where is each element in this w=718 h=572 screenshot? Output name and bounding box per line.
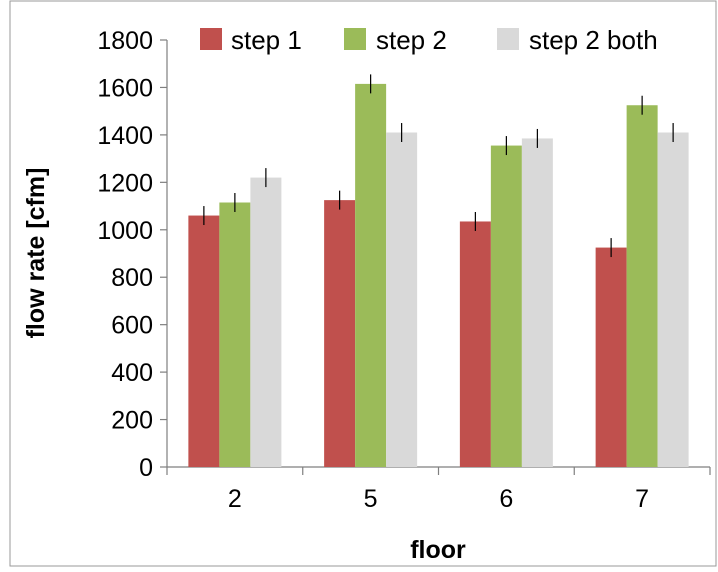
- y-tick-label: 1600: [97, 74, 153, 102]
- y-tick-label: 1200: [97, 169, 153, 197]
- legend-label-step-2: step 2: [376, 25, 447, 55]
- y-axis-label: flow rate [cfm]: [22, 168, 50, 339]
- bar-step-1-floor-7: [595, 247, 627, 467]
- bar-step-2-both-floor-2: [250, 177, 282, 468]
- legend-label-step-2-both: step 2 both: [529, 25, 658, 55]
- y-tick-label: 0: [139, 454, 153, 482]
- bar-step-2-both-floor-6: [521, 138, 553, 468]
- bar-step-2-floor-6: [490, 145, 522, 467]
- legend-swatch-step-2-both: [497, 28, 519, 50]
- bar-step-1-floor-6: [459, 221, 491, 467]
- y-tick-label: 400: [111, 359, 153, 387]
- y-tick-label: 200: [111, 407, 153, 435]
- legend-label-step-1: step 1: [231, 25, 302, 55]
- legend-swatch-step-2: [344, 28, 366, 50]
- bars: [188, 74, 689, 468]
- y-tick-label: 1400: [97, 122, 153, 150]
- bar-step-2-floor-2: [219, 202, 251, 467]
- x-axis-label: floor: [410, 536, 466, 564]
- x-tick-label: 2: [228, 485, 242, 513]
- y-axis: 0 200 400 600 800 1000 1200 1400 1600 1800: [97, 27, 168, 482]
- legend-swatch-step-1: [200, 28, 222, 50]
- y-tick-label: 1000: [97, 217, 153, 245]
- bar-step-2-both-floor-5: [386, 132, 418, 467]
- legend: step 1 step 2 step 2 both: [200, 25, 658, 55]
- bar-step-1-floor-5: [324, 200, 356, 467]
- y-tick-label: 600: [111, 312, 153, 340]
- y-tick-label: 1800: [97, 27, 153, 55]
- x-tick-label: 6: [499, 485, 513, 513]
- bar-step-1-floor-2: [188, 215, 220, 467]
- bar-step-2-both-floor-7: [657, 132, 689, 467]
- y-tick-label: 800: [111, 264, 153, 292]
- x-tick-label: 5: [364, 485, 378, 513]
- bar-step-2-floor-5: [355, 83, 387, 467]
- x-tick-label: 7: [635, 485, 649, 513]
- bar-step-2-floor-7: [626, 105, 658, 467]
